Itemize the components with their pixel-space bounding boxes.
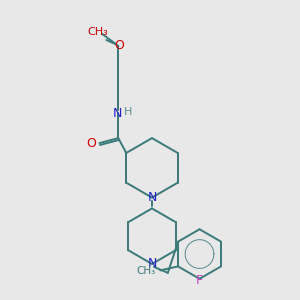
Text: O: O [114, 40, 124, 52]
Text: CH₃: CH₃ [87, 27, 108, 37]
Text: N: N [147, 191, 157, 204]
Text: H: H [124, 107, 132, 117]
Text: O: O [87, 136, 97, 150]
Text: CH₃: CH₃ [136, 266, 155, 276]
Text: F: F [196, 274, 203, 287]
Text: N: N [147, 257, 157, 270]
Text: N: N [112, 107, 122, 120]
